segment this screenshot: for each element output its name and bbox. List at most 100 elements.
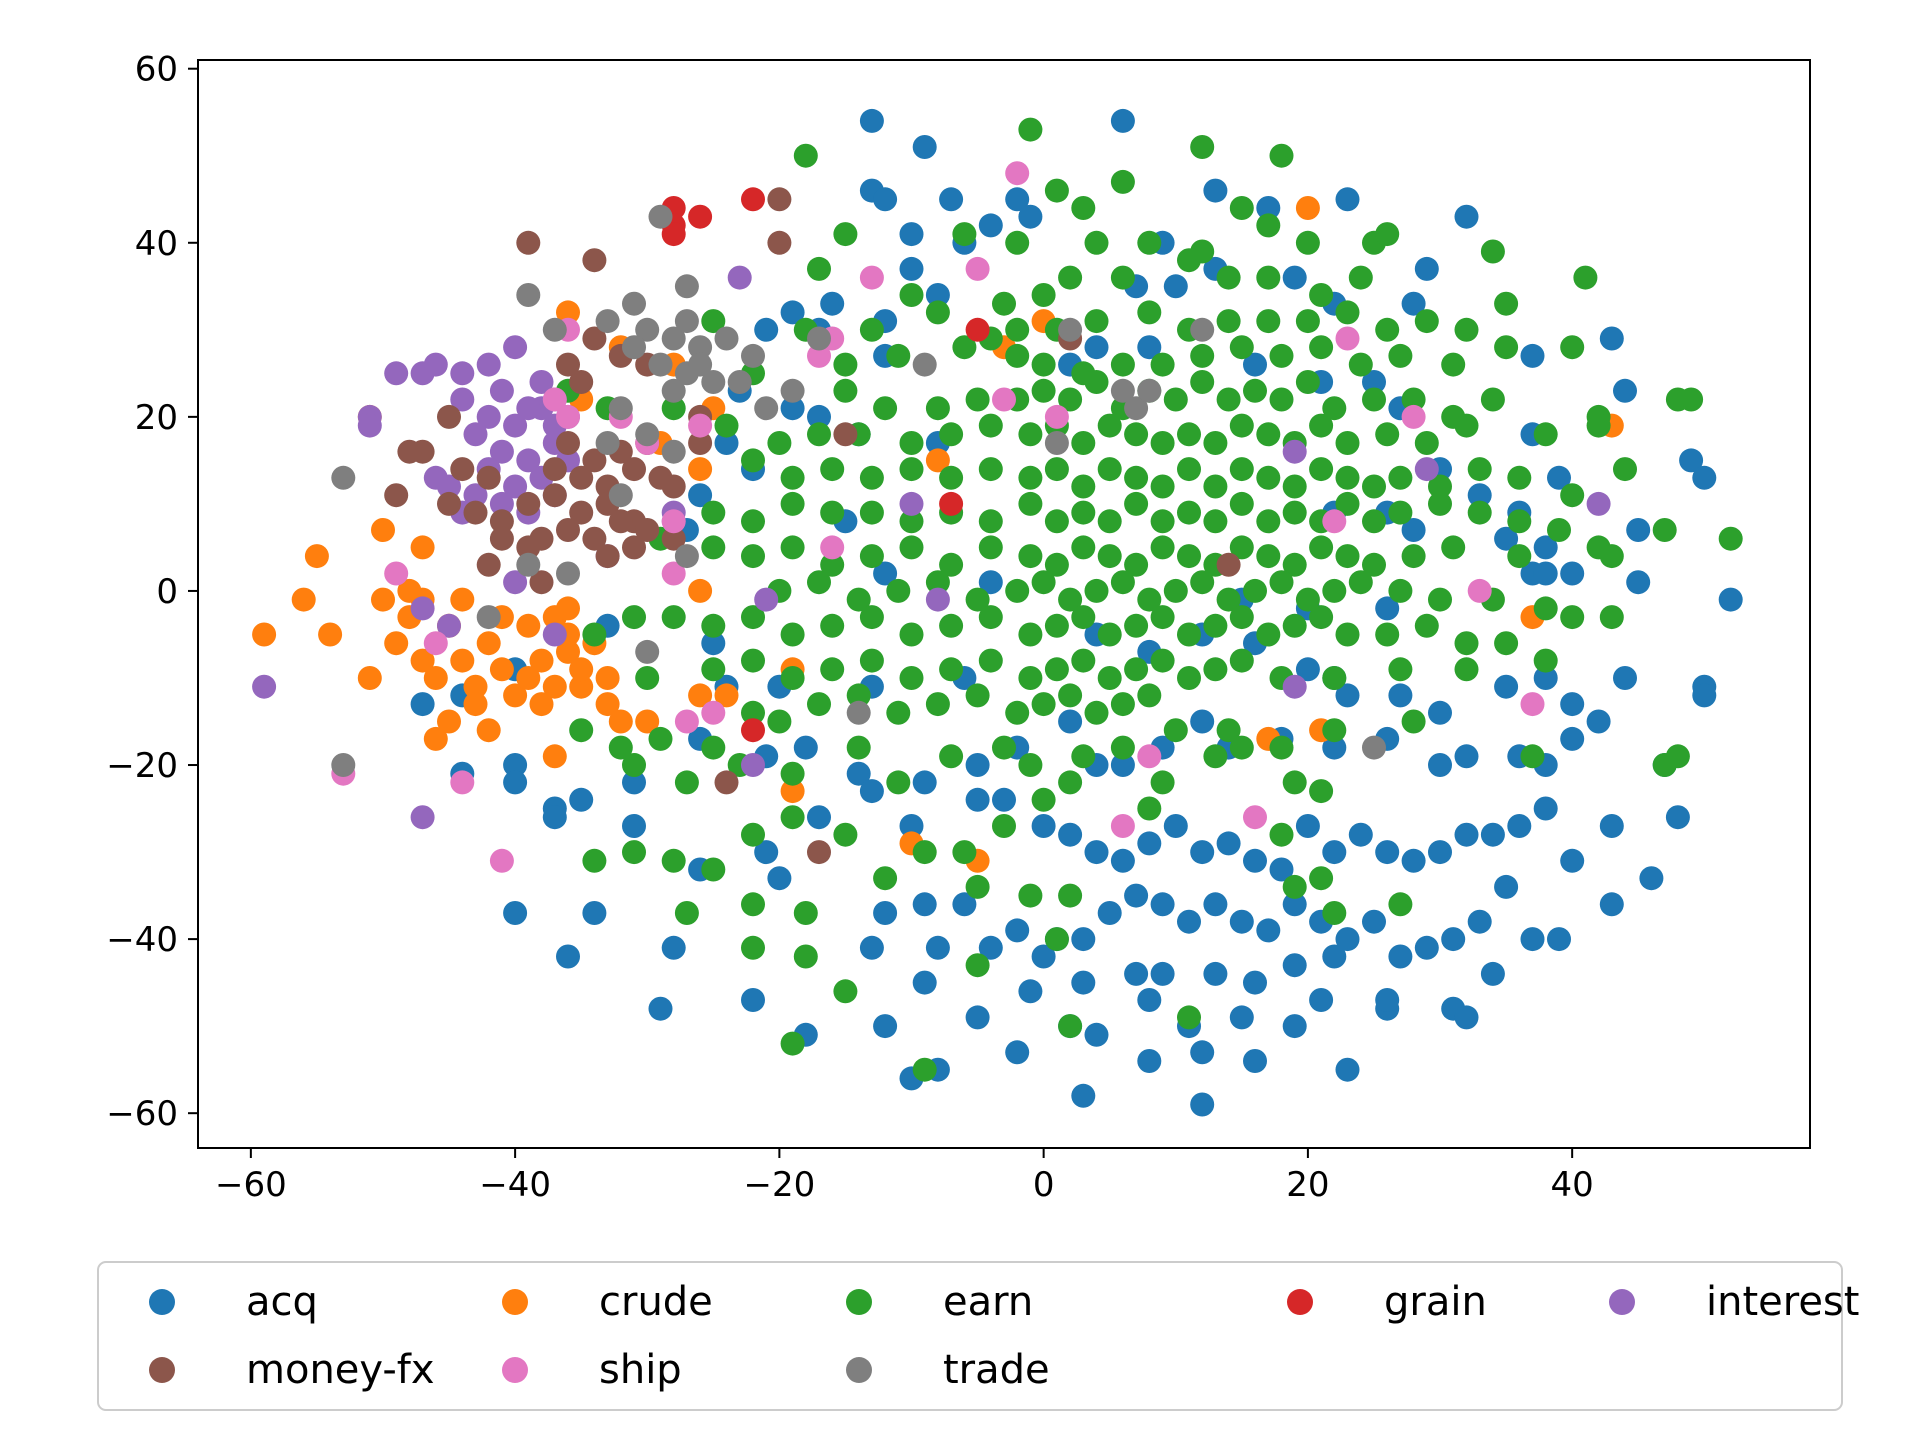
data-point <box>1269 387 1294 412</box>
data-point <box>912 770 937 795</box>
data-point <box>1348 822 1373 847</box>
data-point <box>1137 744 1162 769</box>
data-point <box>542 805 567 830</box>
data-point <box>1560 483 1585 508</box>
data-point <box>1692 683 1717 708</box>
data-point <box>1203 613 1228 638</box>
data-point <box>1058 1014 1083 1039</box>
data-point <box>1401 404 1426 429</box>
data-point <box>622 770 646 795</box>
data-point <box>556 561 580 586</box>
data-point <box>556 352 580 377</box>
data-point <box>1071 535 1096 560</box>
data-point <box>1454 822 1479 847</box>
data-point <box>741 892 765 917</box>
data-point <box>1110 378 1135 403</box>
data-point <box>1586 709 1611 734</box>
data-point <box>569 500 594 525</box>
data-point <box>489 657 514 682</box>
y-tick-label: 40 <box>135 224 178 264</box>
data-point <box>1110 108 1135 133</box>
data-point <box>661 222 686 247</box>
data-point <box>1269 822 1294 847</box>
data-point <box>1177 909 1201 934</box>
data-point <box>1044 552 1069 577</box>
data-point <box>873 901 898 925</box>
data-point <box>859 465 884 490</box>
data-point <box>859 317 884 342</box>
data-point <box>1084 309 1109 334</box>
data-point <box>1110 814 1135 838</box>
data-point <box>1163 718 1188 743</box>
data-point <box>1163 387 1188 412</box>
data-point <box>793 143 818 168</box>
data-point <box>793 944 818 969</box>
data-point <box>635 666 660 690</box>
data-point <box>912 1057 937 1082</box>
data-point <box>437 709 461 734</box>
data-point <box>423 465 448 490</box>
data-point <box>1375 596 1400 621</box>
data-point <box>1322 666 1347 690</box>
data-point <box>1467 483 1492 508</box>
y-tick-label: −40 <box>106 920 178 960</box>
data-point <box>1150 509 1175 534</box>
data-point <box>463 500 488 525</box>
data-point <box>846 761 871 786</box>
data-point <box>1243 1049 1267 1073</box>
data-point <box>912 970 937 995</box>
data-point <box>1044 457 1069 482</box>
data-point <box>463 674 488 699</box>
data-point <box>925 570 950 595</box>
data-point <box>1652 753 1677 777</box>
data-point <box>1018 979 1043 1004</box>
data-point <box>516 230 541 255</box>
data-point <box>1137 378 1162 403</box>
data-point <box>516 396 541 421</box>
data-point <box>450 648 475 673</box>
data-point <box>1177 457 1201 482</box>
data-point <box>1124 491 1149 516</box>
data-point <box>859 108 884 133</box>
data-point <box>635 639 660 664</box>
data-point <box>1335 1057 1360 1082</box>
data-point <box>925 448 950 473</box>
x-tick-label: −40 <box>479 1165 551 1205</box>
data-point <box>1203 431 1228 455</box>
data-point <box>1190 709 1215 734</box>
data-point <box>780 396 805 421</box>
data-point <box>833 378 858 403</box>
data-point <box>701 857 726 882</box>
data-point <box>1494 674 1519 699</box>
data-point <box>1480 822 1505 847</box>
data-point <box>1018 465 1043 490</box>
data-point <box>503 901 528 925</box>
data-point <box>1507 544 1532 569</box>
data-point <box>1480 387 1505 412</box>
data-point <box>939 422 964 447</box>
data-point <box>1467 909 1492 934</box>
data-point <box>635 422 660 447</box>
data-point <box>1124 961 1149 986</box>
data-point <box>529 370 554 394</box>
data-point <box>503 683 528 708</box>
data-point <box>780 300 805 325</box>
data-point <box>741 822 765 847</box>
data-point <box>384 631 409 656</box>
data-point <box>595 544 620 569</box>
data-point <box>1414 457 1439 482</box>
data-point <box>1137 796 1162 821</box>
y-tick-label: 60 <box>135 50 178 90</box>
data-point <box>939 491 964 516</box>
data-point <box>1150 770 1175 795</box>
data-point <box>780 378 805 403</box>
data-point <box>1388 465 1413 490</box>
data-point <box>793 901 818 925</box>
data-point <box>556 431 580 455</box>
data-point <box>807 326 831 351</box>
data-point <box>1533 666 1558 690</box>
data-point <box>1348 352 1373 377</box>
data-point <box>846 735 871 760</box>
data-point <box>542 457 567 482</box>
data-point <box>569 787 594 812</box>
